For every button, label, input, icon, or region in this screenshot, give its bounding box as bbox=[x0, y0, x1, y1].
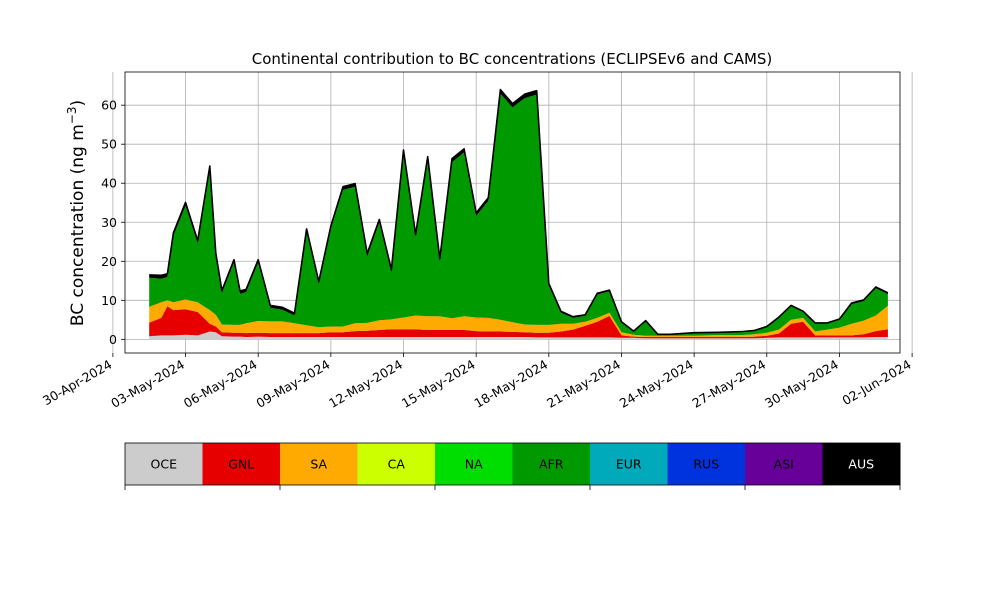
x-tick-label: 09-May-2024 bbox=[254, 357, 333, 411]
x-tick-label: 24-May-2024 bbox=[617, 357, 696, 411]
total-line bbox=[149, 88, 889, 336]
y-axis-label-exponent: −3 bbox=[65, 106, 79, 124]
legend-frame bbox=[124, 442, 901, 486]
legend-swatch-asi bbox=[745, 443, 823, 485]
y-axis-label: BC concentration (ng m−3) bbox=[65, 100, 88, 326]
area-sa bbox=[149, 299, 888, 337]
y-axis-label-close: ) bbox=[68, 100, 88, 107]
y-tick-label: 0 bbox=[109, 332, 117, 347]
x-tick-label: 06-May-2024 bbox=[181, 357, 260, 411]
legend-label-sa: SA bbox=[310, 457, 327, 472]
x-tick-label: 27-May-2024 bbox=[689, 357, 768, 411]
area-afr bbox=[149, 93, 888, 336]
x-tick-label: 30-May-2024 bbox=[762, 357, 841, 411]
legend: OCE GNL SA CA NA AFR EUR RUS ASI AUS bbox=[124, 442, 901, 490]
legend-swatch-aus bbox=[822, 443, 901, 485]
legend-label-eur: EUR bbox=[616, 457, 642, 472]
legend-label-rus: RUS bbox=[693, 457, 719, 472]
area-oce bbox=[149, 331, 888, 340]
legend-label-oce: OCE bbox=[151, 457, 178, 472]
chart-title: Continental contribution to BC concentra… bbox=[252, 50, 773, 68]
x-tick-label: 15-May-2024 bbox=[399, 357, 478, 411]
legend-label-na: NA bbox=[465, 457, 483, 472]
x-tick-label: 21-May-2024 bbox=[544, 357, 623, 411]
y-tick-label: 40 bbox=[101, 176, 117, 191]
legend-swatch-rus bbox=[667, 443, 746, 485]
x-tick-label: 30-Apr-2024 bbox=[40, 357, 114, 409]
x-tick-label: 02-Jun-2024 bbox=[839, 357, 913, 408]
x-tick-label: 18-May-2024 bbox=[471, 357, 550, 411]
legend-swatch-ca bbox=[357, 443, 436, 485]
legend-label-aus: AUS bbox=[848, 457, 874, 472]
y-tick-label: 20 bbox=[101, 254, 117, 269]
x-tick-label: 12-May-2024 bbox=[326, 357, 405, 411]
legend-swatch-na bbox=[435, 443, 513, 485]
total-outline bbox=[149, 88, 889, 336]
y-tick-label: 10 bbox=[101, 293, 117, 308]
x-tick-label: 03-May-2024 bbox=[108, 357, 187, 411]
plot-frame bbox=[124, 71, 901, 354]
y-tick-label: 60 bbox=[101, 98, 117, 113]
stacked-areas bbox=[149, 89, 888, 340]
legend-label-afr: AFR bbox=[539, 457, 564, 472]
legend-swatch-afr bbox=[512, 443, 591, 485]
legend-swatch-eur bbox=[590, 443, 668, 485]
legend-label-gnl: GNL bbox=[228, 457, 254, 472]
legend-swatch-gnl bbox=[202, 443, 281, 485]
legend-label-asi: ASI bbox=[774, 457, 794, 472]
y-axis-label-text: BC concentration (ng m bbox=[68, 124, 88, 326]
legend-label-ca: CA bbox=[388, 457, 406, 472]
area-gnl bbox=[149, 306, 888, 339]
y-tick-label: 50 bbox=[101, 137, 117, 152]
y-tick-label: 30 bbox=[101, 215, 117, 230]
legend-swatch-oce bbox=[125, 443, 203, 485]
legend-swatch-sa bbox=[280, 443, 358, 485]
